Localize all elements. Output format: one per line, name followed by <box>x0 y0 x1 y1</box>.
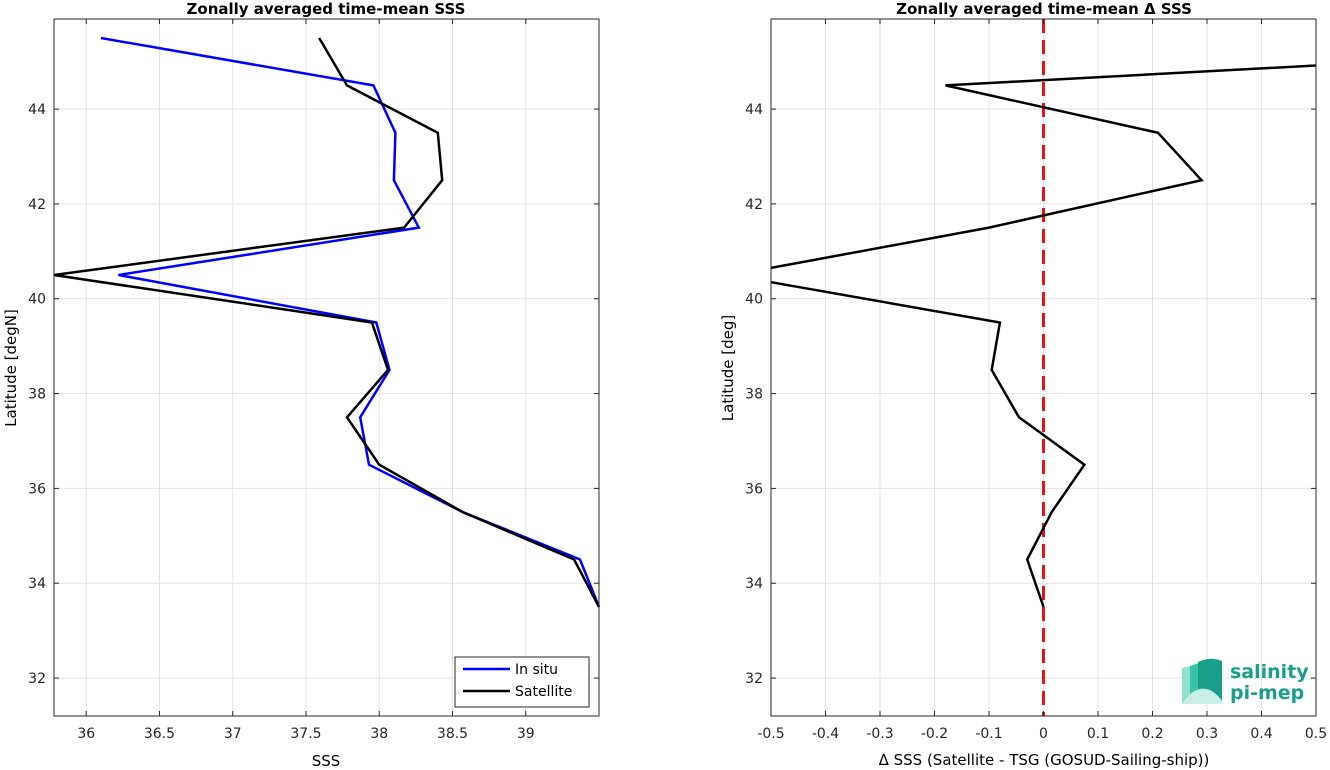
x-tick-label: 0.5 <box>1305 726 1327 742</box>
sss-profile-chart: Zonally averaged time-mean SSS 36 36.5 37 3… <box>2 0 601 770</box>
x-tick-label: -0.4 <box>812 726 839 742</box>
y-tick-label: 38 <box>745 387 763 403</box>
logo-text-line1: salinity <box>1230 661 1309 683</box>
left-chart-title: Zonally averaged time-mean SSS <box>187 0 466 18</box>
delta-series-line-0 <box>770 64 1317 270</box>
x-tick-label: -0.2 <box>921 726 948 742</box>
x-tick-label: 0.2 <box>1141 726 1163 742</box>
legend-label-satellite: Satellite <box>515 684 572 700</box>
x-tick-label: 38.5 <box>437 726 468 742</box>
left-x-axis-label: SSS <box>312 752 341 770</box>
series-line-in-situ <box>100 36 601 608</box>
logo-wave-icon <box>1182 658 1224 704</box>
y-tick-label: 34 <box>28 576 46 592</box>
logo-wave-4 <box>1182 688 1224 704</box>
right-ticks: -0.5 -0.4 -0.3 -0.2 -0.1 0 0.1 0.2 0.3 0.4 0.5 32 34… <box>745 19 1327 742</box>
y-tick-label: 40 <box>745 292 763 308</box>
y-tick-label: 36 <box>28 481 46 497</box>
left-y-axis-label: Latitude [degN] <box>2 309 20 427</box>
left-grid <box>54 19 599 716</box>
right-x-axis-label: Δ SSS (Satellite - TSG (GOSUD-Sailing-sh… <box>879 751 1210 769</box>
x-tick-label: 36 <box>77 726 95 742</box>
right-chart-title: Zonally averaged time-mean Δ SSS <box>896 0 1192 18</box>
right-series-group <box>770 64 1317 608</box>
y-tick-label: 32 <box>28 671 46 687</box>
right-grid <box>770 19 1317 716</box>
x-tick-label: 37.5 <box>290 726 321 742</box>
left-series-group <box>53 36 601 608</box>
left-axes-box <box>53 18 600 717</box>
x-tick-label: 0 <box>1039 726 1048 742</box>
y-tick-label: 36 <box>745 481 763 497</box>
x-tick-label: -0.1 <box>975 726 1002 742</box>
delta-sss-profile-chart: Zonally averaged time-mean Δ SSS -0.5 -0.… <box>719 0 1327 769</box>
x-tick-label: 39 <box>517 726 535 742</box>
legend-label-in-situ: In situ <box>515 662 558 678</box>
y-tick-label: 44 <box>28 102 46 118</box>
y-tick-label: 34 <box>745 576 763 592</box>
y-tick-label: 40 <box>28 292 46 308</box>
x-tick-label: 0.1 <box>1087 726 1109 742</box>
x-tick-label: 37 <box>224 726 242 742</box>
right-y-axis-label: Latitude [deg] <box>719 315 737 421</box>
salinity-pi-mep-logo: salinity pi-mep <box>1182 658 1309 704</box>
chart-legend: In situ Satellite <box>454 656 590 708</box>
y-tick-label: 42 <box>28 197 46 213</box>
legend-box <box>454 656 590 708</box>
delta-series-line-1 <box>770 280 1087 608</box>
x-tick-label: 0.4 <box>1250 726 1272 742</box>
x-tick-label: 0.3 <box>1196 726 1218 742</box>
x-tick-label: 36.5 <box>144 726 175 742</box>
series-line-satellite <box>53 37 601 608</box>
y-tick-label: 44 <box>745 102 763 118</box>
x-tick-label: 38 <box>370 726 388 742</box>
x-tick-label: -0.5 <box>757 726 784 742</box>
y-tick-label: 38 <box>28 387 46 403</box>
y-tick-label: 42 <box>745 197 763 213</box>
left-ticks: 36 36.5 37 37.5 38 38.5 39 32 34 36 38 40 42 44 <box>28 19 599 742</box>
logo-text-line2: pi-mep <box>1230 682 1304 704</box>
x-tick-label: -0.3 <box>866 726 893 742</box>
y-tick-label: 32 <box>745 671 763 687</box>
